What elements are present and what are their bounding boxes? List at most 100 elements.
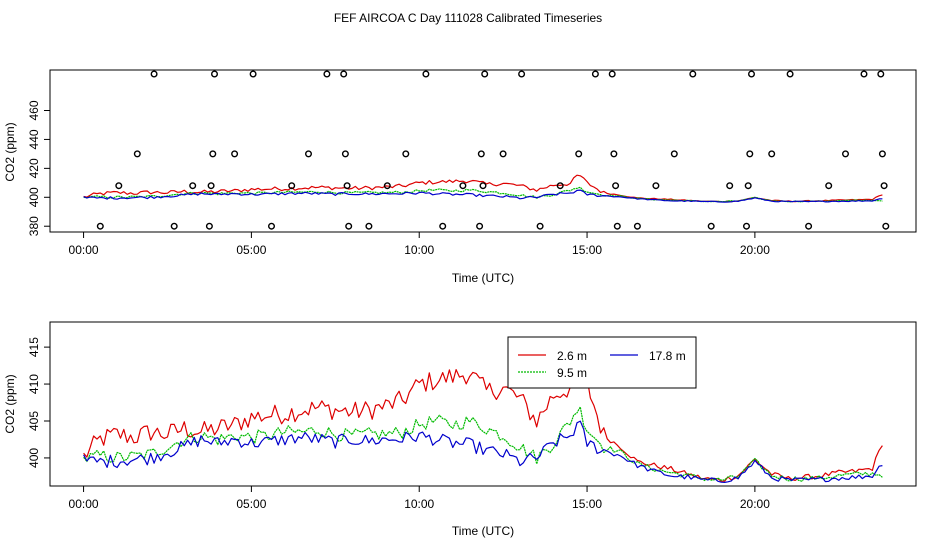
- flag-point: [633, 222, 641, 230]
- top-x-axis-label: Time (UTC): [452, 271, 514, 285]
- x-tick-label: 10:00: [404, 497, 434, 511]
- top-flag-points: [96, 70, 890, 230]
- flag-point: [210, 70, 218, 78]
- flag-point: [689, 70, 697, 78]
- flag-point: [670, 150, 678, 158]
- x-tick-label: 20:00: [740, 497, 770, 511]
- flag-point: [880, 182, 888, 190]
- x-tick-label: 00:00: [69, 497, 99, 511]
- top-y-ticks: 380 400 420 440 460: [27, 100, 50, 236]
- flag-point: [556, 182, 564, 190]
- flag-point: [422, 70, 430, 78]
- legend-label-2-6: 2.6 m: [557, 349, 587, 363]
- x-tick-label: 15:00: [572, 497, 602, 511]
- flag-point: [842, 150, 850, 158]
- flag-point: [207, 182, 215, 190]
- flag-point: [707, 222, 715, 230]
- flag-point: [476, 222, 484, 230]
- flag-point: [345, 222, 353, 230]
- series-line-17-8: [83, 420, 883, 483]
- series-line-17-8: [83, 189, 883, 203]
- flag-point: [726, 182, 734, 190]
- x-tick-label: 20:00: [740, 243, 770, 257]
- flag-point: [189, 182, 197, 190]
- flag-point: [340, 70, 348, 78]
- flag-point: [652, 182, 660, 190]
- flag-point: [748, 70, 756, 78]
- flag-point: [768, 150, 776, 158]
- flag-point: [115, 182, 123, 190]
- legend: 2.6 m 17.8 m 9.5 m: [507, 336, 697, 389]
- flag-point: [288, 182, 296, 190]
- flag-point: [805, 222, 813, 230]
- flag-point: [439, 222, 447, 230]
- flag-point: [481, 70, 489, 78]
- flag-point: [610, 150, 618, 158]
- bottom-panel: 400 405 410 415 00:00 05:00 10:00 15:00 20:00 T…: [3, 321, 917, 538]
- flag-point: [744, 182, 752, 190]
- x-tick-label: 00:00: [69, 243, 99, 257]
- y-tick-label: 405: [27, 411, 41, 431]
- flag-point: [477, 150, 485, 158]
- flag-point: [591, 70, 599, 78]
- y-tick-label: 410: [27, 374, 41, 394]
- y-tick-label: 460: [27, 100, 41, 120]
- bottom-y-axis-label: CO2 (ppm): [3, 374, 17, 433]
- chart-title: FEF AIRCOA C Day 111028 Calibrated Times…: [334, 11, 602, 25]
- flag-point: [612, 182, 620, 190]
- x-tick-label: 15:00: [572, 243, 602, 257]
- flag-point: [170, 222, 178, 230]
- flag-point: [323, 70, 331, 78]
- flag-point: [613, 222, 621, 230]
- flag-point: [536, 222, 544, 230]
- bottom-x-axis-label: Time (UTC): [452, 524, 514, 538]
- y-tick-label: 420: [27, 158, 41, 178]
- bottom-plot-frame: [49, 321, 917, 487]
- x-tick-label: 05:00: [236, 243, 266, 257]
- flag-point: [459, 182, 467, 190]
- y-tick-label: 440: [27, 129, 41, 149]
- flag-point: [882, 222, 890, 230]
- bottom-x-ticks: 00:00 05:00 10:00 15:00 20:00: [69, 486, 770, 511]
- flag-point: [205, 222, 213, 230]
- flag-point: [341, 150, 349, 158]
- top-x-ticks: 00:00 05:00 10:00 15:00 20:00: [69, 232, 770, 257]
- flag-point: [499, 150, 507, 158]
- bottom-y-ticks: 400 405 410 415: [27, 337, 50, 468]
- flag-point: [402, 150, 410, 158]
- flag-point: [743, 222, 751, 230]
- flag-point: [825, 182, 833, 190]
- flag-point: [305, 150, 313, 158]
- flag-point: [343, 182, 351, 190]
- flag-point: [150, 70, 158, 78]
- top-plot-frame: [49, 69, 917, 233]
- bottom-series-lines: [83, 344, 883, 483]
- flag-point: [860, 70, 868, 78]
- flag-point: [383, 182, 391, 190]
- legend-label-9-5: 9.5 m: [557, 366, 587, 380]
- series-line-9-5: [83, 406, 883, 482]
- flag-point: [268, 222, 276, 230]
- flag-point: [608, 70, 616, 78]
- flag-point: [518, 70, 526, 78]
- y-tick-label: 400: [27, 448, 41, 468]
- flag-point: [878, 150, 886, 158]
- flag-point: [133, 150, 141, 158]
- series-line-2-6: [83, 344, 883, 482]
- flag-point: [479, 182, 487, 190]
- flag-point: [209, 150, 217, 158]
- flag-point: [575, 150, 583, 158]
- top-series-lines: [83, 174, 883, 203]
- flag-point: [96, 222, 104, 230]
- x-tick-label: 10:00: [404, 243, 434, 257]
- y-tick-label: 400: [27, 187, 41, 207]
- flag-point: [746, 150, 754, 158]
- y-tick-label: 380: [27, 216, 41, 236]
- legend-label-17-8: 17.8 m: [649, 349, 686, 363]
- flag-point: [877, 70, 885, 78]
- top-panel: 380 400 420 440 460 00:00 05:00 10:00 15:00 20:0…: [3, 69, 917, 285]
- flag-point: [786, 70, 794, 78]
- legend-box: [507, 336, 697, 389]
- y-tick-label: 415: [27, 337, 41, 357]
